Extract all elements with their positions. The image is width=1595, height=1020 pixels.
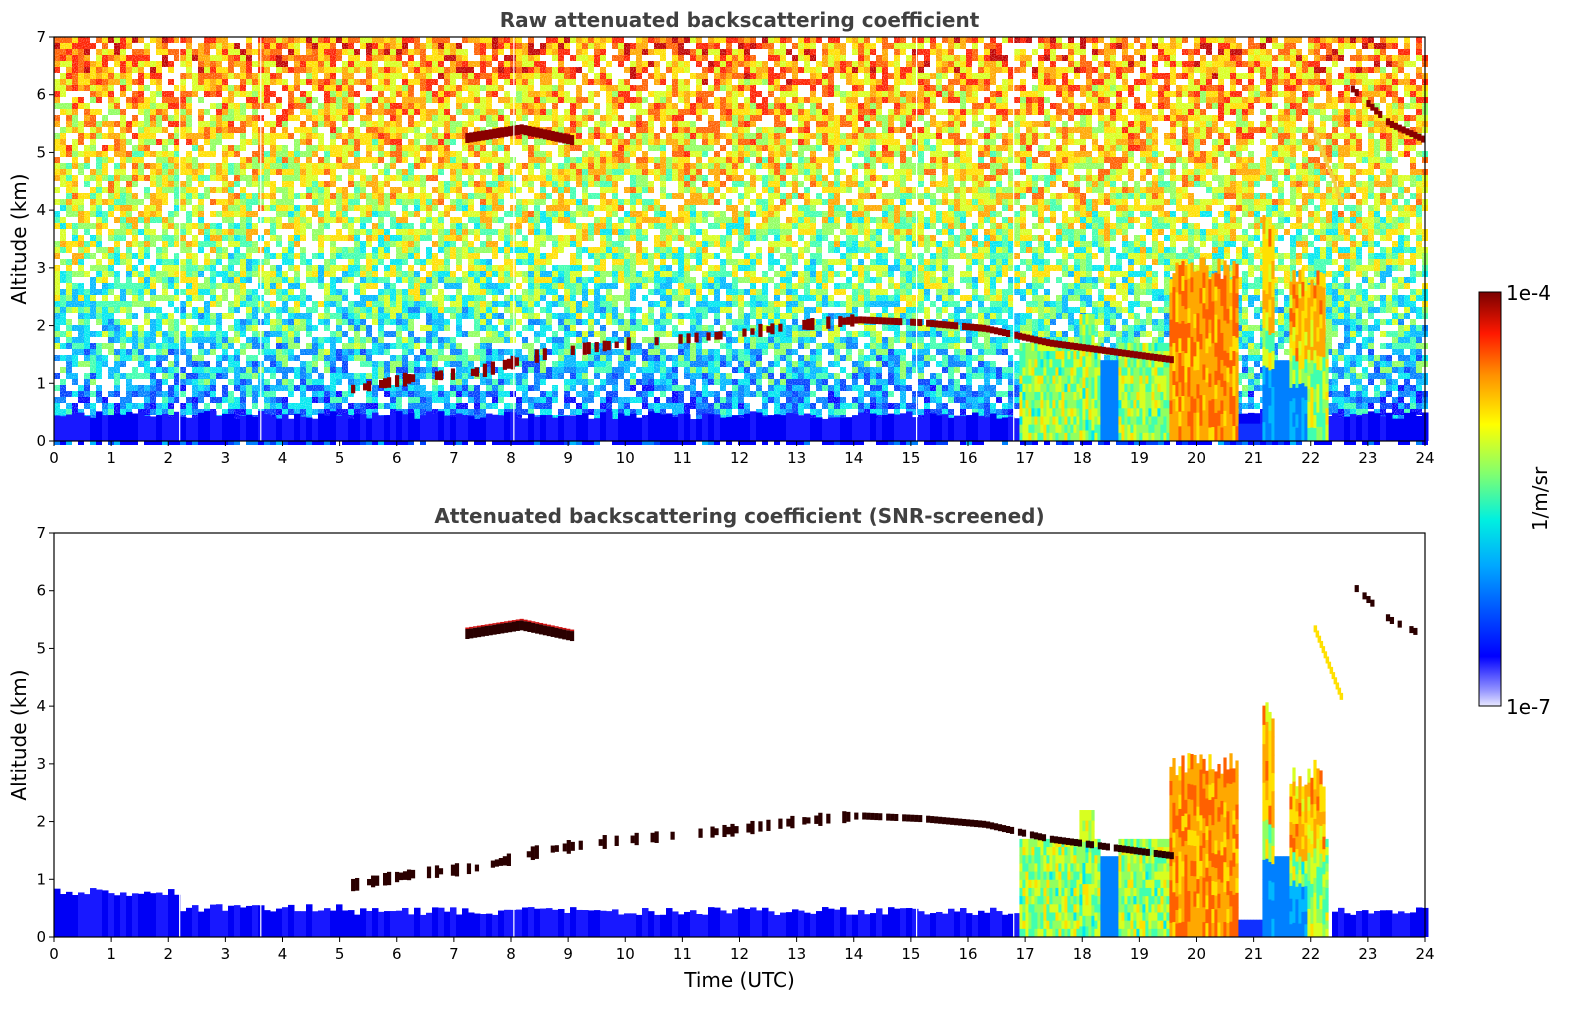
raw-backscatter-plot-area — [53, 36, 1429, 445]
backscatter-field — [54, 37, 1429, 445]
raw-backscatter-panel: Raw attenuated backscattering coefficien… — [7, 8, 1435, 467]
chart-title: Raw attenuated backscattering coefficien… — [500, 8, 980, 32]
